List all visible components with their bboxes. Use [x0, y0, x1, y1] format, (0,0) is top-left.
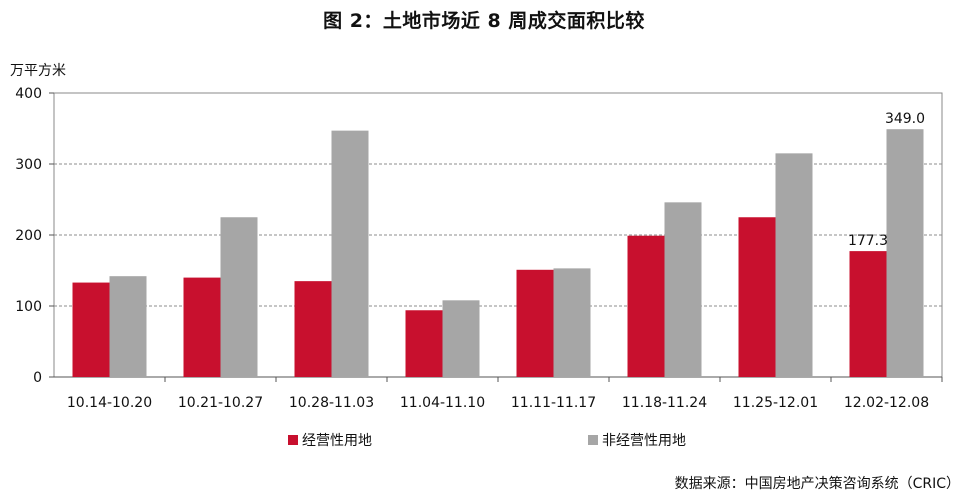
bar-noncommercial — [775, 153, 813, 377]
bar-commercial — [405, 310, 443, 377]
y-tick-label: 0 — [33, 370, 42, 386]
legend-swatch-red — [288, 435, 298, 445]
bar-commercial — [183, 277, 221, 377]
legend-label-commercial: 经营性用地 — [302, 433, 372, 449]
bar-noncommercial — [886, 129, 924, 377]
bar-noncommercial — [109, 276, 147, 377]
x-tick-label: 12.02-12.08 — [844, 395, 929, 411]
x-tick-label: 10.28-11.03 — [289, 395, 374, 411]
x-tick-label: 10.14-10.20 — [67, 395, 152, 411]
data-label: 349.0 — [885, 111, 925, 127]
y-tick-label: 100 — [15, 299, 42, 315]
legend-item-commercial: 经营性用地 — [288, 430, 372, 450]
y-tick-label: 400 — [15, 86, 42, 102]
bar-noncommercial — [664, 202, 702, 377]
data-label: 177.3 — [848, 233, 888, 249]
legend-swatch-gray — [588, 435, 598, 445]
y-tick-label: 200 — [15, 228, 42, 244]
bar-commercial — [627, 235, 665, 377]
bar-noncommercial — [220, 217, 258, 377]
x-tick-label: 10.21-10.27 — [178, 395, 263, 411]
bar-noncommercial — [442, 300, 480, 377]
bar-noncommercial — [553, 268, 591, 377]
chart-title: 图 2：土地市场近 8 周成交面积比较 — [323, 10, 645, 32]
y-tick-label: 300 — [15, 157, 42, 173]
legend-item-noncommercial: 非经营性用地 — [588, 430, 686, 450]
x-tick-label: 11.18-11.24 — [622, 395, 707, 411]
x-tick-label: 11.04-11.10 — [400, 395, 485, 411]
bar-noncommercial — [331, 130, 369, 377]
x-tick-label: 11.11-11.17 — [511, 395, 596, 411]
bar-commercial — [738, 217, 776, 377]
bar-commercial — [849, 251, 887, 377]
x-tick-label: 11.25-12.01 — [733, 395, 818, 411]
legend-label-noncommercial: 非经营性用地 — [602, 433, 686, 449]
bar-commercial — [294, 281, 332, 377]
bar-commercial — [516, 269, 554, 377]
source-note: 数据来源：中国房地产决策咨询系统（CRIC） — [674, 476, 960, 492]
y-axis-unit-label: 万平方米 — [10, 63, 66, 79]
bar-commercial — [72, 282, 110, 377]
